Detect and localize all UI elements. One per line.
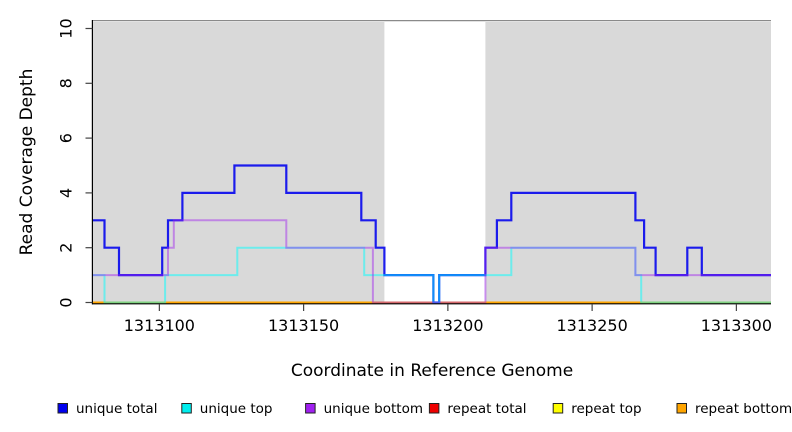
legend-swatch-repeat-bottom bbox=[676, 403, 687, 414]
legend-label-unique-top: unique top bbox=[200, 401, 273, 417]
series-lines-layer bbox=[93, 164, 771, 304]
legend-swatch-repeat-top bbox=[552, 403, 564, 414]
legend-label-repeat-total: repeat total bbox=[447, 401, 526, 417]
x-tick-label-1313300: 1313300 bbox=[701, 316, 772, 335]
legend-swatch-unique-top bbox=[181, 403, 192, 414]
y-tick-label-4: 4 bbox=[57, 188, 76, 198]
y-tick-label-0: 0 bbox=[57, 297, 76, 307]
y-axis-title: Read Coverage Depth bbox=[17, 69, 37, 256]
legend: unique total unique top unique bottom repea… bbox=[57, 401, 792, 417]
x-tick-label-1313250: 1313250 bbox=[556, 316, 627, 335]
legend-label-repeat-top: repeat top bbox=[571, 401, 641, 417]
x-axis-ticks: 1313100 1313150 1313200 1313250 1313300 bbox=[124, 304, 772, 335]
y-tick-label-6: 6 bbox=[57, 133, 76, 143]
legend-swatch-unique-total bbox=[57, 403, 68, 414]
x-tick-label-1313150: 1313150 bbox=[268, 316, 339, 335]
y-tick-label-10: 10 bbox=[57, 18, 76, 38]
y-tick-label-2: 2 bbox=[57, 243, 76, 253]
series-line-unique-top bbox=[93, 246, 771, 304]
x-axis-title: Coordinate in Reference Genome bbox=[291, 361, 573, 381]
y-axis-ticks: 0 2 4 6 8 10 bbox=[57, 18, 93, 308]
x-tick-label-1313200: 1313200 bbox=[412, 316, 483, 335]
highlight-band bbox=[384, 20, 486, 304]
legend-swatch-unique-bottom bbox=[305, 403, 316, 414]
legend-label-unique-total: unique total bbox=[76, 401, 157, 417]
legend-swatch-repeat-total bbox=[428, 403, 440, 414]
legend-label-unique-bottom: unique bottom bbox=[324, 401, 423, 417]
x-tick-label-1313100: 1313100 bbox=[124, 316, 195, 335]
legend-label-repeat-bottom: repeat bottom bbox=[695, 401, 792, 417]
series-line-unique-bottom bbox=[93, 219, 771, 304]
y-tick-label-8: 8 bbox=[57, 78, 76, 88]
